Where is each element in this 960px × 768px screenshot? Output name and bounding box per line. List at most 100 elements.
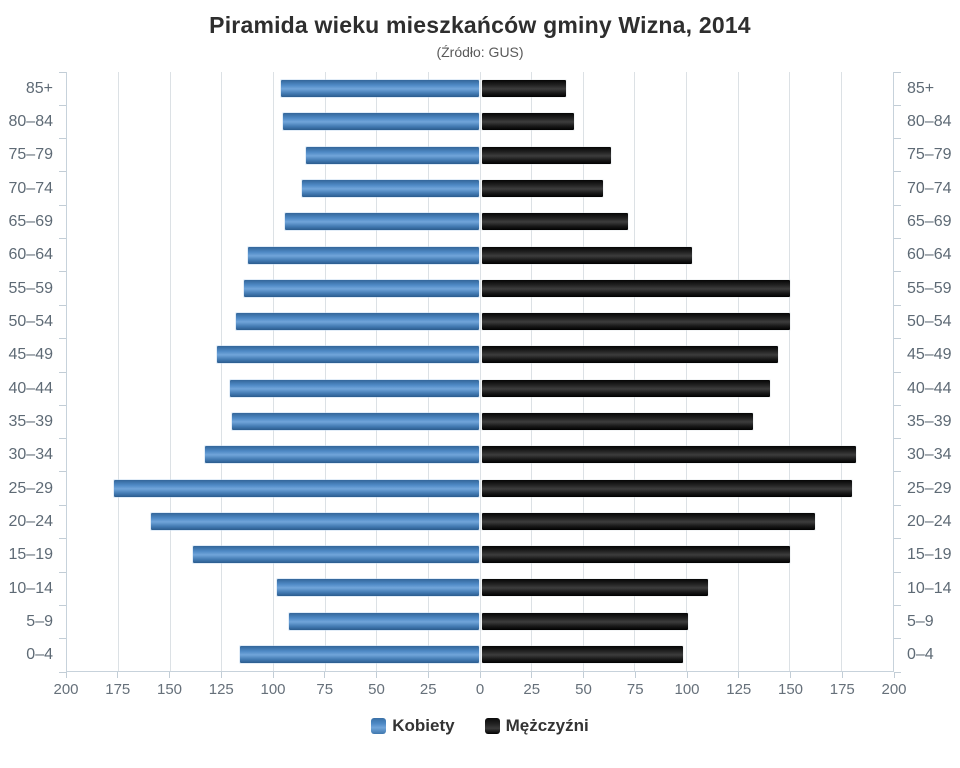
female-bar xyxy=(114,479,479,497)
age-label-left: 40–44 xyxy=(8,379,54,397)
axis-tick xyxy=(894,671,901,673)
legend-item-kobiety[interactable]: Kobiety xyxy=(371,716,455,736)
axis-tick xyxy=(117,672,119,678)
female-half xyxy=(67,571,480,604)
age-label-left: 85+ xyxy=(25,79,53,97)
female-half xyxy=(67,372,480,405)
age-label-right: 70–74 xyxy=(907,179,952,197)
age-label-left: 25–29 xyxy=(8,479,54,497)
female-half xyxy=(67,205,480,238)
axis-tick xyxy=(59,204,66,206)
age-label-left: 10–14 xyxy=(8,579,54,597)
female-bar xyxy=(305,146,479,164)
male-half xyxy=(480,105,893,138)
female-half xyxy=(67,605,480,638)
age-label-right: 25–29 xyxy=(907,479,952,497)
gridline xyxy=(531,72,533,671)
male-half xyxy=(480,505,893,538)
male-bar xyxy=(482,279,791,297)
age-label-left: 0–4 xyxy=(26,646,53,664)
axis-tick xyxy=(59,438,66,440)
gridline xyxy=(737,72,739,671)
axis-tick xyxy=(841,672,843,678)
legend: Kobiety Mężczyźni xyxy=(0,716,960,736)
kobiety-swatch-icon xyxy=(371,718,387,734)
female-half xyxy=(67,471,480,504)
male-half xyxy=(480,205,893,238)
female-bar xyxy=(281,80,479,98)
plot-area xyxy=(66,72,894,672)
pyramid-row xyxy=(67,638,893,671)
male-half xyxy=(480,172,893,205)
axis-tick-label: 100 xyxy=(260,681,286,698)
axis-tick xyxy=(894,404,901,406)
axis-tick-label: 75 xyxy=(626,681,644,698)
age-label-left: 50–54 xyxy=(8,312,54,330)
male-bar xyxy=(482,246,692,264)
axis-tick-label: 125 xyxy=(726,681,752,698)
age-axis-right: 85+ 80–84 75–79 70–74 65–69 60–64 55–59 50–54 45… xyxy=(894,71,960,673)
male-half xyxy=(480,538,893,571)
axis-tick xyxy=(894,171,901,173)
axis-tick xyxy=(634,672,636,678)
axis-tick xyxy=(376,672,377,678)
chart-title: Piramida wieku mieszkańców gminy Wizna, … xyxy=(209,12,751,38)
axis-tick xyxy=(894,104,901,106)
gridline xyxy=(840,72,842,671)
pyramid-row xyxy=(67,305,893,338)
gridline xyxy=(789,72,791,671)
pyramid-row xyxy=(67,272,893,305)
axis-tick-label: 25 xyxy=(523,681,541,698)
pyramid-row xyxy=(67,471,893,504)
axis-tick xyxy=(894,471,901,473)
axis-tick xyxy=(894,604,901,606)
axis-tick-label: 150 xyxy=(156,681,183,698)
axis-tick-label: 200 xyxy=(53,681,79,698)
axis-tick xyxy=(59,538,66,540)
pyramid-row xyxy=(67,438,893,471)
male-bar xyxy=(482,179,604,197)
pyramid-row xyxy=(67,338,893,371)
axis-tick xyxy=(894,304,901,306)
axis-tick xyxy=(894,538,901,540)
age-label-right: 35–39 xyxy=(907,412,952,430)
age-label-right: 45–49 xyxy=(907,346,952,364)
gridline xyxy=(118,72,120,671)
axis-tick-label: 125 xyxy=(208,681,234,698)
male-half xyxy=(480,305,893,338)
axis-tick xyxy=(894,338,901,340)
age-label-right: 85+ xyxy=(907,79,935,97)
age-label-left: 20–24 xyxy=(8,512,54,530)
male-bar xyxy=(482,479,852,497)
female-bar xyxy=(289,612,479,630)
axis-tick xyxy=(59,71,66,73)
axis-tick xyxy=(894,571,901,573)
age-label-left: 5–9 xyxy=(26,612,53,630)
axis-tick-label: 50 xyxy=(368,681,385,698)
pyramid-row xyxy=(67,405,893,438)
gridline xyxy=(324,72,326,671)
axis-tick xyxy=(59,671,66,673)
axis-tick xyxy=(59,171,66,173)
female-half xyxy=(67,238,480,271)
axis-tick xyxy=(59,238,66,240)
axis-tick xyxy=(59,338,66,340)
axis-tick xyxy=(59,271,66,273)
age-label-left: 60–64 xyxy=(8,246,54,264)
axis-tick xyxy=(59,638,66,640)
axis-tick xyxy=(59,371,66,373)
axis-tick xyxy=(894,271,901,273)
legend-item-mezczyzni[interactable]: Mężczyźni xyxy=(484,716,589,736)
female-bar xyxy=(244,279,479,297)
female-half xyxy=(67,172,480,205)
age-label-right: 15–19 xyxy=(907,546,952,564)
age-label-left: 35–39 xyxy=(8,412,54,430)
mezczyzni-swatch-icon xyxy=(484,718,500,734)
age-axis-left: 85+ 80–84 75–79 70–74 65–69 60–64 55–59 50–54 45… xyxy=(0,71,66,673)
axis-tick xyxy=(59,571,66,573)
female-bar xyxy=(301,179,479,197)
female-bar xyxy=(151,512,479,530)
axis-tick xyxy=(894,204,901,206)
axis-tick xyxy=(894,138,901,140)
pyramid-row xyxy=(67,172,893,205)
